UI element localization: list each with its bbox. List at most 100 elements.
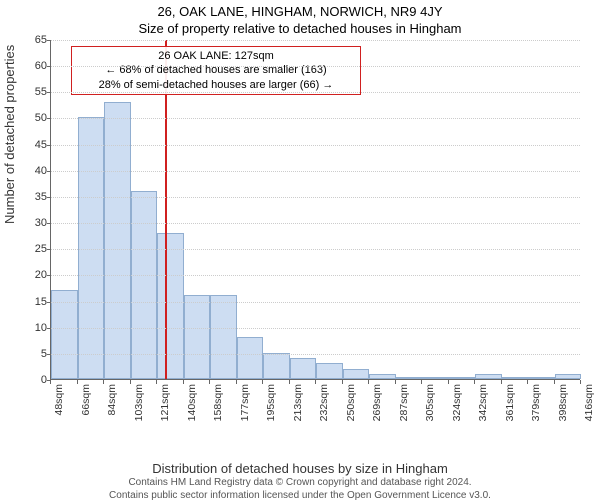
y-tick-label: 30 — [21, 217, 47, 229]
histogram-bar — [396, 377, 423, 379]
x-tick-mark — [421, 380, 422, 384]
histogram-bar — [555, 374, 582, 379]
x-tick-mark — [183, 380, 184, 384]
x-tick-label: 140sqm — [186, 384, 198, 421]
gridline — [51, 92, 580, 93]
annotation-box: 26 OAK LANE: 127sqm ← 68% of detached ho… — [71, 46, 361, 95]
histogram-bar — [316, 363, 343, 379]
page-title: 26, OAK LANE, HINGHAM, NORWICH, NR9 4JY — [0, 4, 600, 19]
histogram-bar — [237, 337, 264, 379]
x-tick-label: 232sqm — [318, 384, 330, 421]
x-tick-mark — [209, 380, 210, 384]
histogram-bar — [422, 377, 449, 379]
y-tick-label: 25 — [21, 243, 47, 255]
histogram-bar — [449, 377, 476, 379]
x-tick-mark — [103, 380, 104, 384]
annotation-line-3: 28% of semi-detached houses are larger (… — [78, 78, 354, 92]
x-tick-mark — [50, 380, 51, 384]
histogram-bar — [104, 102, 131, 379]
y-tick-label: 10 — [21, 322, 47, 334]
y-tick-label: 35 — [21, 191, 47, 203]
x-tick-mark — [501, 380, 502, 384]
y-tick-mark — [47, 328, 51, 329]
x-tick-mark — [156, 380, 157, 384]
y-tick-label: 55 — [21, 86, 47, 98]
x-tick-label: 103sqm — [133, 384, 145, 421]
y-tick-mark — [47, 92, 51, 93]
x-tick-mark — [554, 380, 555, 384]
histogram-bar — [290, 358, 317, 379]
y-tick-label: 0 — [21, 374, 47, 386]
y-tick-label: 40 — [21, 165, 47, 177]
x-tick-mark — [77, 380, 78, 384]
gridline — [51, 171, 580, 172]
chart-area: 26 OAK LANE: 127sqm ← 68% of detached ho… — [50, 40, 580, 410]
x-tick-label: 121sqm — [159, 384, 171, 421]
y-tick-label: 20 — [21, 269, 47, 281]
histogram-bar — [157, 233, 184, 379]
histogram-bar — [528, 377, 555, 379]
y-tick-label: 50 — [21, 112, 47, 124]
x-tick-label: 48sqm — [53, 384, 65, 416]
y-tick-mark — [47, 354, 51, 355]
x-tick-label: 195sqm — [265, 384, 277, 421]
x-tick-label: 398sqm — [557, 384, 569, 421]
x-axis-label: Distribution of detached houses by size … — [0, 461, 600, 476]
y-tick-mark — [47, 145, 51, 146]
histogram-bar — [475, 374, 502, 379]
gridline — [51, 40, 580, 41]
histogram-bar — [131, 191, 158, 379]
x-tick-label: 305sqm — [424, 384, 436, 421]
gridline — [51, 223, 580, 224]
x-tick-mark — [262, 380, 263, 384]
x-tick-label: 177sqm — [239, 384, 251, 421]
gridline — [51, 197, 580, 198]
plot-region: 26 OAK LANE: 127sqm ← 68% of detached ho… — [50, 40, 580, 380]
histogram-bar — [263, 353, 290, 379]
gridline — [51, 118, 580, 119]
x-tick-label: 379sqm — [530, 384, 542, 421]
x-tick-label: 84sqm — [106, 384, 118, 416]
gridline — [51, 354, 580, 355]
annotation-line-1: 26 OAK LANE: 127sqm — [78, 49, 354, 63]
y-tick-label: 45 — [21, 139, 47, 151]
footer: Contains HM Land Registry data © Crown c… — [0, 477, 600, 502]
x-tick-label: 158sqm — [212, 384, 224, 421]
gridline — [51, 145, 580, 146]
y-tick-label: 65 — [21, 34, 47, 46]
y-tick-mark — [47, 171, 51, 172]
x-tick-mark — [368, 380, 369, 384]
y-tick-mark — [47, 197, 51, 198]
y-tick-label: 5 — [21, 348, 47, 360]
y-tick-mark — [47, 66, 51, 67]
x-tick-label: 361sqm — [504, 384, 516, 421]
y-tick-mark — [47, 302, 51, 303]
x-tick-mark — [289, 380, 290, 384]
x-tick-mark — [395, 380, 396, 384]
footer-line-2: Contains public sector information licen… — [0, 490, 600, 503]
x-tick-label: 213sqm — [292, 384, 304, 421]
x-tick-mark — [474, 380, 475, 384]
x-tick-mark — [315, 380, 316, 384]
x-tick-label: 66sqm — [80, 384, 92, 416]
y-tick-label: 60 — [21, 60, 47, 72]
histogram-bar — [502, 377, 529, 379]
x-tick-mark — [130, 380, 131, 384]
x-tick-label: 342sqm — [477, 384, 489, 421]
x-tick-label: 269sqm — [371, 384, 383, 421]
y-tick-mark — [47, 223, 51, 224]
y-tick-mark — [47, 249, 51, 250]
y-tick-label: 15 — [21, 296, 47, 308]
y-tick-mark — [47, 40, 51, 41]
x-tick-label: 287sqm — [398, 384, 410, 421]
y-tick-mark — [47, 275, 51, 276]
y-axis-label: Number of detached properties — [2, 45, 17, 224]
gridline — [51, 249, 580, 250]
histogram-bar — [369, 374, 396, 379]
gridline — [51, 328, 580, 329]
x-tick-mark — [236, 380, 237, 384]
x-tick-label: 324sqm — [451, 384, 463, 421]
y-tick-mark — [47, 118, 51, 119]
histogram-bar — [51, 290, 78, 379]
x-tick-label: 416sqm — [583, 384, 595, 421]
